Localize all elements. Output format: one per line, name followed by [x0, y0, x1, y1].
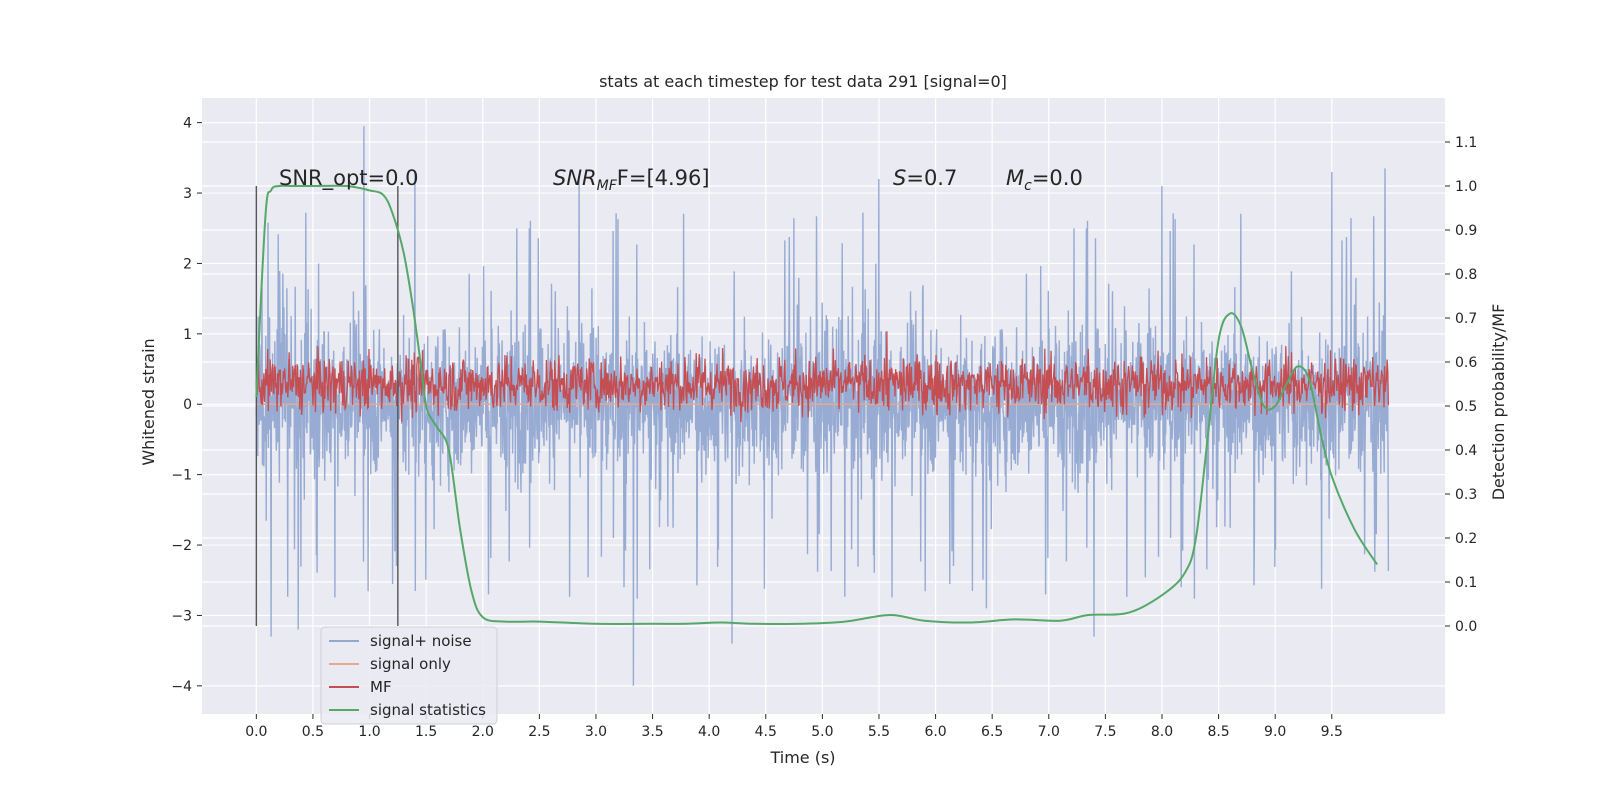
x-tick-label: 0.0	[245, 724, 267, 740]
series-signal-statistics	[255, 184, 1378, 626]
annotations: SNR_opt=0.0 SNRMFF=[4.96] S=0.7 Mc=0.0	[279, 166, 1083, 194]
x-tick-label: 3.5	[641, 724, 663, 740]
y-tick-label: 3	[183, 186, 192, 202]
y-right-tick-label: 0.7	[1455, 311, 1477, 327]
x-tick-label: 9.0	[1264, 724, 1286, 740]
annotation-s-prefix: S	[893, 166, 906, 190]
x-tick-label: 4.0	[698, 724, 720, 740]
x-tick-label: 6.5	[981, 724, 1003, 740]
x-tick-label: 9.5	[1321, 724, 1343, 740]
y-right-tick-label: 0.6	[1455, 355, 1477, 371]
legend-label-signal-noise: signal+ noise	[370, 632, 472, 650]
y-tick-label: 1	[183, 327, 192, 343]
y-right-tick-label: 1.1	[1455, 135, 1477, 151]
x-axis-label: Time (s)	[769, 748, 835, 767]
x-tick-label: 1.5	[415, 724, 437, 740]
x-tick-label: 8.0	[1151, 724, 1173, 740]
x-tick-label: 0.5	[302, 724, 324, 740]
x-tick-label: 2.5	[528, 724, 550, 740]
y-tick-label: −1	[171, 468, 192, 484]
legend-box	[320, 626, 498, 725]
axes: 0.0 0.5 1.0 1.5 2.0 2.5 3.0 3.5 4.0 4.5 5.0 5.5 6.0 6…	[171, 116, 1477, 740]
y-tick-label: 2	[183, 256, 192, 272]
series-mf	[255, 331, 1390, 423]
y-right-tick-label: 0.1	[1455, 575, 1477, 591]
annotation-mc-prefix: M	[1006, 166, 1024, 190]
annotation-snr-mf: SNRMFF=[4.96]	[553, 166, 710, 194]
x-tick-label: 5.5	[868, 724, 890, 740]
legend-label-signal-statistics: signal statistics	[370, 701, 486, 719]
annotation-snr-mf-sub: MF	[597, 178, 618, 194]
legend: signal+ noise signal only MF signal stat…	[320, 626, 498, 725]
x-tick-label: 5.0	[811, 724, 833, 740]
y-right-tick-label: 0.8	[1455, 267, 1477, 283]
y-tick-label: −4	[171, 679, 192, 695]
annotation-s: S=0.7	[893, 166, 957, 190]
x-tick-label: 3.0	[585, 724, 607, 740]
annotation-mc: Mc=0.0	[1006, 166, 1083, 194]
y-tick-label: −2	[171, 538, 192, 554]
y-axis-label: Whitened strain	[139, 338, 158, 465]
legend-label-mf: MF	[370, 678, 392, 696]
y-tick-label: 4	[183, 116, 192, 132]
annotation-snr-mf-value: F=[4.96]	[617, 166, 710, 190]
y-right-axis-label: Detection probability/MF	[1489, 304, 1508, 501]
legend-label-signal-only: signal only	[370, 655, 451, 673]
y-right-tick-label: 1.0	[1455, 179, 1477, 195]
annotation-mc-value: =0.0	[1032, 166, 1083, 190]
x-tick-label: 7.0	[1038, 724, 1060, 740]
x-tick-label: 2.0	[472, 724, 494, 740]
annotation-mc-sub: c	[1024, 178, 1032, 194]
x-tick-label: 6.0	[924, 724, 946, 740]
annotation-snr-mf-prefix: SNR	[553, 166, 597, 190]
annotation-s-value: =0.7	[906, 166, 957, 190]
y-tick-label: −3	[171, 608, 192, 624]
y-right-tick-label: 0.9	[1455, 223, 1477, 239]
x-tick-label: 8.5	[1207, 724, 1229, 740]
x-tick-label: 4.5	[755, 724, 777, 740]
plot-series	[255, 126, 1390, 686]
y-right-tick-label: 0.5	[1455, 399, 1477, 415]
y-right-tick-label: 0.2	[1455, 531, 1477, 547]
x-tick-label: 7.5	[1094, 724, 1116, 740]
y-right-tick-label: 0.0	[1455, 619, 1477, 635]
chart-title: stats at each timestep for test data 291…	[599, 72, 1007, 91]
y-tick-label: 0	[183, 397, 192, 413]
series-signal-noise	[255, 126, 1390, 686]
x-tick-label: 1.0	[358, 724, 380, 740]
y-right-tick-label: 0.4	[1455, 443, 1477, 459]
y-right-tick-label: 0.3	[1455, 487, 1477, 503]
annotation-snr-opt: SNR_opt=0.0	[279, 166, 419, 191]
